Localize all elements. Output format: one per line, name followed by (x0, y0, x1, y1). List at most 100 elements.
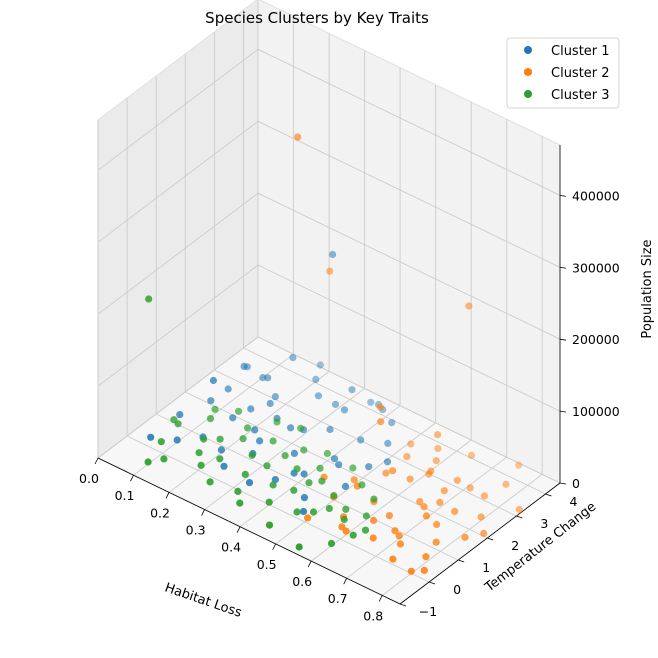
point-cluster-1 (329, 250, 337, 259)
point-cluster-3 (325, 504, 333, 513)
grid-line-z (97, 264, 561, 412)
point-cluster-1 (316, 361, 324, 369)
z-tick (559, 266, 567, 269)
y-tick (399, 603, 407, 607)
y-tick (428, 581, 436, 585)
point-cluster-2 (440, 487, 448, 495)
axis-lines (97, 145, 561, 605)
z-tick-label: 200000 (572, 332, 620, 347)
point-cluster-3 (290, 486, 298, 494)
point-cluster-1 (220, 462, 228, 470)
x-axis-line (97, 457, 401, 605)
y-tick-label: 3 (540, 516, 548, 531)
point-cluster-3 (309, 508, 318, 516)
x-tick (307, 560, 312, 568)
point-cluster-1 (340, 406, 349, 414)
point-cluster-1 (245, 479, 254, 487)
point-cluster-3 (160, 455, 168, 463)
point-cluster-2 (502, 480, 510, 488)
point-cluster-1 (217, 446, 225, 454)
point-cluster-3 (145, 295, 153, 303)
point-cluster-1 (287, 424, 295, 432)
legend-box (506, 37, 620, 109)
point-cluster-3 (248, 451, 256, 459)
point-cluster-1 (341, 482, 350, 490)
point-cluster-1 (384, 439, 392, 447)
point-cluster-3 (293, 508, 301, 516)
point-cluster-2 (377, 418, 385, 426)
point-cluster-1 (251, 426, 259, 434)
point-cluster-1 (314, 392, 322, 400)
point-cluster-3 (323, 449, 331, 458)
point-cluster-2 (389, 467, 397, 475)
point-cluster-1 (367, 398, 375, 406)
legend-marker-cluster-2 (524, 68, 532, 76)
point-cluster-2 (466, 484, 474, 492)
point-cluster-2 (407, 567, 415, 575)
x-tick-label: 0.1 (115, 488, 135, 503)
point-cluster-1 (173, 436, 181, 444)
y-tick-label: 2 (511, 538, 519, 553)
point-cluster-3 (241, 470, 249, 478)
point-cluster-3 (295, 543, 303, 551)
x-tick-label: 0.2 (150, 505, 170, 520)
x-axis-label: Habitat Loss (163, 581, 244, 621)
z-tick (559, 410, 567, 413)
z-tick-label: 400000 (572, 188, 620, 203)
y-axis-line (399, 482, 561, 605)
x-tick-label: 0.7 (328, 591, 348, 606)
point-cluster-2 (407, 440, 415, 448)
point-cluster-2 (422, 553, 430, 561)
point-cluster-1 (290, 449, 298, 457)
point-cluster-3 (297, 424, 305, 432)
point-cluster-1 (388, 419, 396, 427)
point-cluster-1 (147, 433, 155, 441)
point-cluster-3 (362, 512, 370, 520)
x-tick-label: 0.3 (186, 523, 206, 538)
point-cluster-1 (330, 455, 339, 463)
point-cluster-2 (433, 520, 441, 529)
point-cluster-2 (406, 475, 414, 483)
x-tick (201, 509, 205, 516)
point-cluster-1 (299, 507, 308, 516)
point-cluster-3 (361, 526, 370, 534)
chart-title: Species Clusters by Key Traits (205, 9, 429, 27)
y-tick (487, 537, 494, 541)
point-cluster-3 (316, 464, 324, 472)
point-cluster-2 (382, 469, 390, 477)
x-tick (272, 543, 277, 551)
point-cluster-2 (350, 476, 358, 484)
point-cluster-1 (312, 375, 320, 383)
point-cluster-1 (224, 385, 232, 393)
point-cluster-2 (432, 457, 440, 465)
point-cluster-2 (451, 507, 459, 515)
point-cluster-2 (480, 492, 488, 500)
point-cluster-3 (300, 446, 308, 454)
point-cluster-2 (370, 516, 378, 525)
point-cluster-3 (370, 495, 378, 503)
x-tick (130, 474, 134, 482)
x-tick-label: 0.0 (79, 471, 99, 486)
y-tick-label: 1 (482, 560, 490, 575)
legend-label-cluster-1: Cluster 1 (551, 44, 610, 59)
axis-panes (97, 0, 561, 605)
z-axis-label: Population Size (640, 239, 655, 338)
point-cluster-1 (335, 461, 343, 469)
point-cluster-3 (305, 479, 313, 487)
point-cluster-2 (304, 514, 312, 522)
point-cluster-1 (348, 386, 356, 394)
point-cluster-3 (349, 531, 357, 539)
point-cluster-3 (330, 492, 338, 500)
point-cluster-3 (216, 435, 224, 443)
tick-labels: 0.0 0.1 0.2 0.3 0.4 0.5 0.6 0.7 0.8 −1 0 1 2 3 4 0 10000… (79, 188, 620, 623)
x-tick-label: 0.5 (257, 557, 277, 572)
point-cluster-1 (266, 399, 274, 408)
point-cluster-3 (236, 499, 244, 507)
grid-line-z (97, 48, 561, 196)
x-tick (378, 595, 383, 602)
point-cluster-3 (206, 415, 215, 423)
y-tick (458, 559, 465, 563)
point-cluster-2 (515, 505, 523, 514)
x-tick (165, 492, 170, 499)
